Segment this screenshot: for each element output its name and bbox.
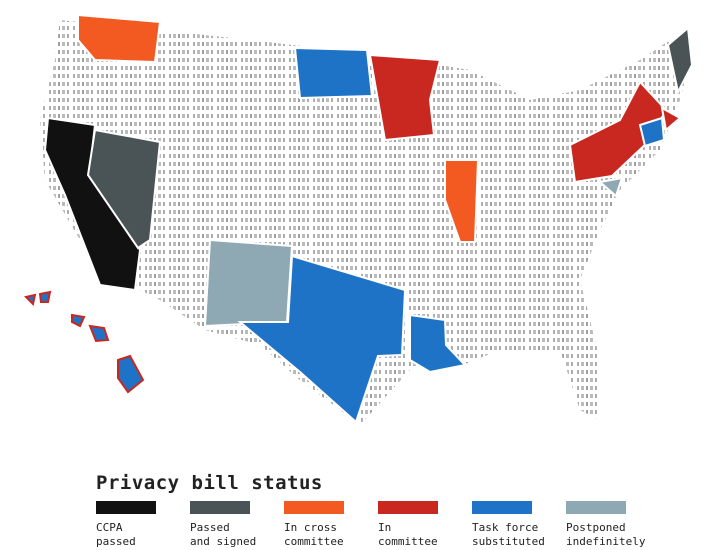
legend-swatch <box>378 501 438 514</box>
state <box>86 128 162 250</box>
legend-label: Task force <box>472 521 538 534</box>
legend-label: substituted <box>472 535 545 548</box>
legend-swatch <box>566 501 626 514</box>
state <box>368 53 442 142</box>
state <box>444 159 480 243</box>
hawaii <box>24 290 145 394</box>
legend-label: In <box>378 521 391 534</box>
us-outline <box>40 20 690 425</box>
legend-swatch <box>190 501 250 514</box>
legend-label: CCPA <box>96 521 123 534</box>
legend-title: Privacy bill status <box>96 472 323 494</box>
legend-label: Postponed <box>566 521 626 534</box>
state <box>666 26 694 95</box>
state <box>293 46 374 100</box>
state <box>203 238 294 328</box>
legend-label: committee <box>378 535 438 548</box>
legend-label: passed <box>96 535 136 548</box>
legend-swatch <box>472 501 532 514</box>
legend-label: In cross <box>284 521 337 534</box>
state <box>409 313 467 374</box>
legend-swatch <box>96 501 156 514</box>
legend-swatch <box>284 501 344 514</box>
state <box>660 106 682 132</box>
state <box>638 116 666 148</box>
state <box>237 254 407 424</box>
legend-label: committee <box>284 535 344 548</box>
legend-label: indefinitely <box>566 535 646 548</box>
state <box>77 13 162 64</box>
legend-label: Passed <box>190 521 230 534</box>
state <box>597 176 624 198</box>
states <box>43 13 694 424</box>
legend-label: and signed <box>190 535 256 548</box>
